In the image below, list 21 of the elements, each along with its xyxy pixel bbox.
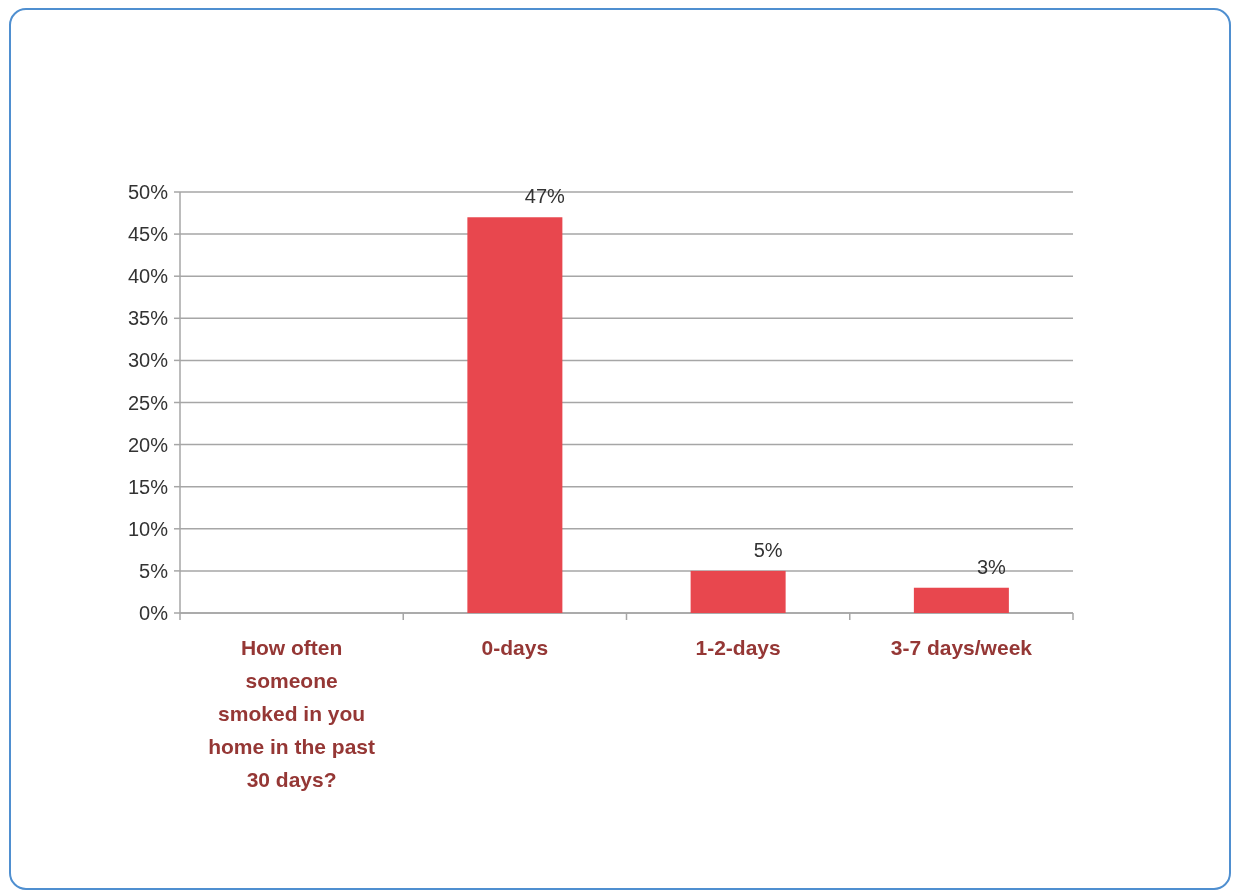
y-tick-label: 5% <box>139 559 169 582</box>
data-label: 47% <box>524 185 566 208</box>
y-tick-label: 20% <box>127 433 169 456</box>
x-tick-label: 3-7 days/week <box>890 636 1033 659</box>
data-label: 3% <box>976 555 1007 578</box>
y-tick-label: 0% <box>139 602 169 624</box>
y-tick-label: 40% <box>127 265 169 288</box>
bar <box>690 570 786 613</box>
bar <box>913 587 1009 613</box>
x-tick-label: How often someone smoked in you home in the past 30 days? <box>208 636 376 791</box>
bar <box>467 217 563 613</box>
y-tick-label: 15% <box>127 475 169 498</box>
data-label: 5% <box>753 538 783 561</box>
y-tick-label: 30% <box>127 349 169 372</box>
y-tick-label: 45% <box>127 223 169 246</box>
x-tick-label: 0-days <box>481 636 549 659</box>
y-tick-label: 10% <box>127 517 169 540</box>
x-tick-label: 1-2-days <box>695 636 781 659</box>
y-tick-label: 50% <box>127 181 169 203</box>
y-tick-label: 25% <box>127 391 169 414</box>
y-tick-label: 35% <box>127 307 169 330</box>
